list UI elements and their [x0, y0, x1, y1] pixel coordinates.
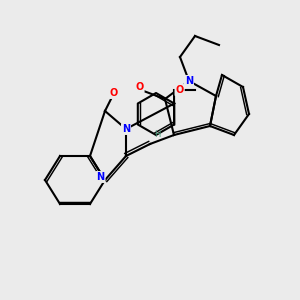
Text: N: N [122, 124, 130, 134]
Text: O: O [135, 82, 144, 92]
Text: O: O [110, 88, 118, 98]
Text: N: N [96, 172, 105, 182]
Text: O: O [176, 85, 184, 95]
Text: H: H [154, 130, 161, 140]
Text: N: N [185, 76, 193, 86]
